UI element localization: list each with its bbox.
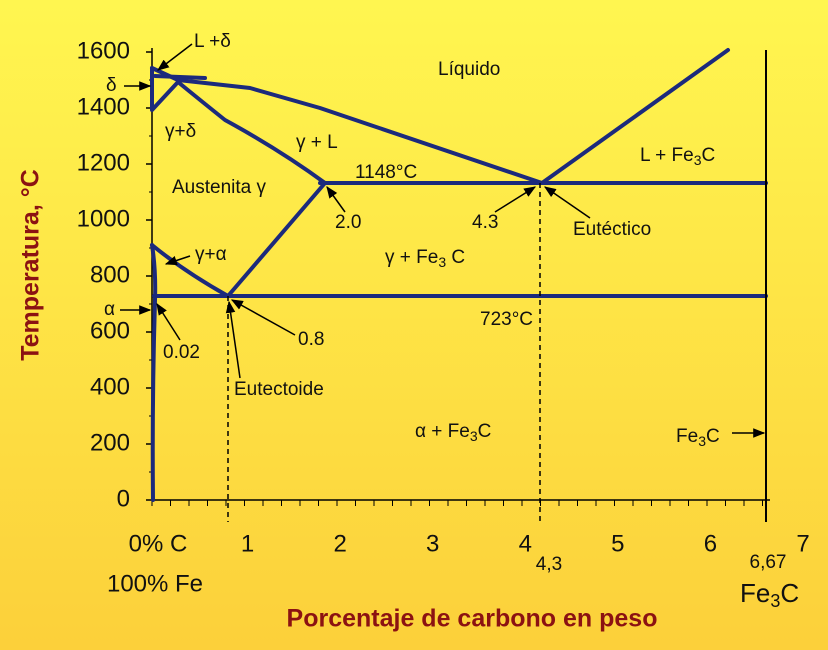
arrow	[544, 186, 591, 219]
y-tick-label: 1600	[77, 37, 130, 64]
y-tick-label: 800	[90, 261, 130, 288]
label: 723°C	[480, 309, 533, 330]
y-tick-label: 1200	[77, 149, 130, 176]
x-tick-label: 6	[704, 530, 717, 557]
x-axis-title: Porcentaje de carbono en peso	[287, 605, 658, 633]
label: Líquido	[438, 59, 500, 80]
x-tick-label: 2	[333, 530, 346, 557]
label: 2.0	[335, 212, 361, 233]
label: Fe3C	[676, 426, 720, 449]
label: γ + L	[296, 132, 338, 153]
label: Eutéctico	[573, 219, 651, 240]
alpha-solvus	[150, 243, 158, 502]
x-tick-label: 3	[426, 530, 439, 557]
y-tick-labels: 0 200 400 600 800 1000 1200 1400 1600	[77, 37, 130, 512]
label: α + Fe3C	[415, 421, 491, 444]
delta-boundary	[150, 66, 180, 112]
label: γ+α	[195, 244, 227, 265]
x-tick-label: 5	[611, 530, 624, 557]
arrow	[164, 255, 191, 266]
y-tick-label: 400	[90, 373, 130, 400]
x-tick-label: 7	[796, 530, 809, 557]
arrow	[494, 186, 537, 213]
phase-lines	[150, 48, 768, 522]
label: Eutectoide	[234, 379, 324, 400]
a3-line	[150, 243, 230, 298]
x-tick-label: 4	[519, 530, 532, 557]
acm-line	[226, 181, 327, 298]
label: γ + Fe3 C	[385, 247, 465, 270]
y-tick-label: 200	[90, 429, 130, 456]
arrows	[120, 43, 766, 438]
y-tick-label: 600	[90, 317, 130, 344]
label: 1148°C	[355, 162, 417, 183]
y-tick-label: 1400	[77, 93, 130, 120]
label: Austenita γ	[172, 177, 266, 198]
y-axis-title: Temperatura, °C	[17, 169, 45, 361]
x-tick-labels: 0% C 1 2 3 4 5 6 7	[129, 530, 810, 557]
arrow	[156, 302, 181, 341]
mark-label: Fe3C	[740, 578, 799, 611]
solidus	[176, 80, 327, 185]
region-labels: L +δ δ γ+δ γ + L Líquido L + Fe3C 1148°C…	[104, 31, 720, 449]
label: L + Fe3C	[640, 145, 715, 168]
x-sub-label: 100% Fe	[107, 570, 203, 597]
x-tick-label: 0% C	[129, 530, 188, 557]
y-tick-label: 0	[117, 485, 130, 512]
label: 0.02	[163, 342, 200, 363]
arrow	[157, 43, 193, 71]
mark-label: 4,3	[536, 554, 562, 575]
label: δ	[106, 75, 117, 96]
label: 0.8	[298, 329, 324, 350]
y-tick-label: 1000	[77, 205, 130, 232]
label: α	[104, 299, 115, 320]
label: L +δ	[194, 31, 231, 52]
mark-label: 6,67	[750, 552, 787, 573]
arrow	[225, 300, 241, 379]
peritectic	[153, 74, 207, 80]
arrow	[230, 299, 296, 336]
label: γ+δ	[165, 121, 196, 142]
label: 4.3	[472, 212, 498, 233]
arrow	[326, 186, 346, 213]
x-tick-label: 1	[241, 530, 254, 557]
